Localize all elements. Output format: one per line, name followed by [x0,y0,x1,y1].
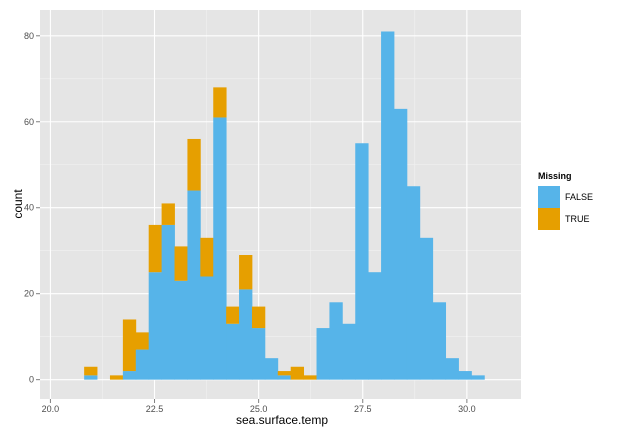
bar-false-13 [251,328,266,380]
x-tick-label: 22.5 [146,404,164,414]
bar-false-25 [406,186,421,380]
bars [84,31,485,380]
bar-false-12 [239,289,253,380]
x-tick-label: 20.0 [42,404,60,414]
y-axis-ticks: 0 20 40 60 80 [24,31,40,385]
bar-false-19 [329,302,343,380]
bar-true-17 [303,375,317,380]
legend: Missing FALSE TRUE [538,171,593,230]
bar-true-7 [174,246,188,281]
bar-false-26 [419,237,434,380]
bar-true-6 [161,203,175,225]
bar-false-4 [135,349,150,380]
bar-true-3 [122,319,137,372]
bar-false-23 [381,31,395,380]
legend-title: Missing [538,171,572,181]
bar-false-18 [316,328,330,380]
bar-false-24 [393,108,408,380]
bar-false-0 [84,375,98,380]
legend-key-false [538,186,560,208]
legend-label-true: TRUE [565,214,590,224]
bar-true-4 [135,332,150,350]
bar-true-10 [213,87,227,118]
bar-true-11 [226,306,240,324]
plot-panel [40,10,521,399]
bar-true-12 [239,255,253,290]
bar-true-9 [200,237,214,277]
legend-items: FALSE TRUE [538,186,593,230]
bar-false-10 [213,117,227,380]
bar-false-6 [161,224,175,380]
y-tick-label: 40 [24,203,34,213]
x-tick-label: 25.0 [250,404,268,414]
y-tick-label: 20 [24,289,34,299]
bar-true-8 [187,138,201,191]
bar-true-15 [277,371,292,376]
x-axis-ticks: 20.0 22.5 25.0 27.5 30.0 [42,399,476,414]
bar-false-3 [122,371,137,380]
bar-true-16 [290,366,305,380]
bar-true-2 [109,375,124,380]
bar-false-30 [471,375,485,380]
bar-false-9 [200,276,214,380]
bar-false-28 [445,358,459,380]
bar-false-15 [277,375,292,380]
y-tick-label: 0 [29,375,34,385]
bar-true-0 [84,366,98,376]
bar-false-29 [458,371,472,380]
x-axis-title: sea.surface.temp [236,413,328,427]
bar-true-5 [148,224,163,273]
y-axis-title: count [11,189,25,219]
bar-false-21 [355,143,369,380]
x-tick-label: 30.0 [458,404,476,414]
legend-key-true [538,208,560,230]
legend-label-false: FALSE [565,192,593,202]
bar-false-11 [226,323,240,380]
x-tick-label: 27.5 [354,404,372,414]
bar-false-5 [148,272,163,380]
bar-false-22 [368,272,382,380]
bar-false-27 [432,302,447,380]
bar-false-14 [264,358,279,380]
y-tick-label: 60 [24,117,34,127]
bar-false-7 [174,280,188,380]
bar-false-8 [187,190,201,380]
bar-false-20 [342,323,356,380]
bar-true-13 [251,306,266,329]
y-tick-label: 80 [24,31,34,41]
